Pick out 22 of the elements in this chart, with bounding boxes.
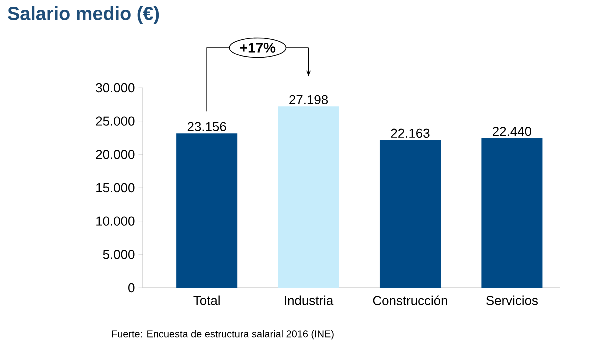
chart-title: Salario medio (€) <box>8 6 160 24</box>
data-label: 22.163 <box>391 128 430 138</box>
data-label: 27.198 <box>290 95 328 104</box>
y-tick-label: 10.000 <box>96 216 135 226</box>
text: +17% <box>240 43 276 53</box>
bar <box>482 138 543 288</box>
y-tick-label: 0 <box>128 283 135 293</box>
data-label: 23.156 <box>188 122 226 132</box>
x-tick-label: Industria <box>285 296 334 306</box>
x-tick-label: Construcción <box>373 296 448 306</box>
y-tick-label: 25.000 <box>96 116 135 126</box>
y-tick-label: 30.000 <box>96 83 135 93</box>
bar <box>176 134 238 288</box>
text: Fuerte: Encuesta de estructura salarial 2016 (INE) <box>112 330 334 340</box>
y-tick-label: 20.000 <box>96 150 135 160</box>
y-tick-label: 5.000 <box>103 250 135 260</box>
x-tick-label: Total <box>194 296 220 306</box>
y-tick-label: 15.000 <box>96 183 135 193</box>
bar <box>278 106 340 288</box>
x-tick-label: Servicios <box>486 296 538 306</box>
bar <box>380 140 442 288</box>
data-label: 22.440 <box>493 127 532 136</box>
